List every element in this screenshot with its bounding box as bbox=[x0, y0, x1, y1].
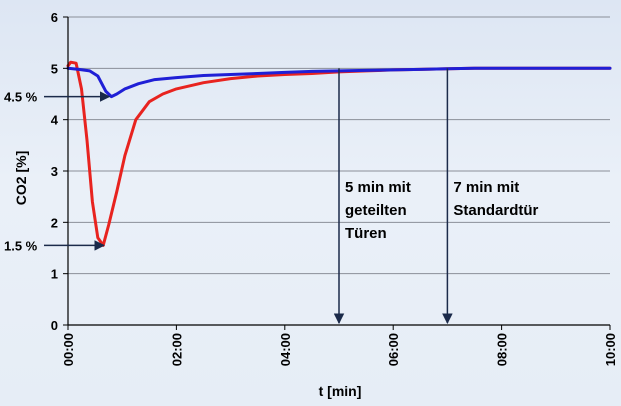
y-tick-label: 3 bbox=[51, 164, 58, 179]
x-axis-label: t [min] bbox=[319, 383, 362, 399]
y-tick-label: 5 bbox=[51, 61, 58, 76]
x-tick-label: 00:00 bbox=[61, 333, 76, 366]
x-tick-label: 06:00 bbox=[386, 333, 401, 366]
x-tick-label: 10:00 bbox=[603, 333, 618, 366]
y-tick-label: 4 bbox=[51, 113, 59, 128]
value-callout-label: 4.5 % bbox=[4, 90, 38, 105]
marker-annotation-line: 5 min mit bbox=[345, 179, 411, 196]
x-tick-label: 02:00 bbox=[169, 333, 184, 366]
axes: 0 1 2 3 4 5 6 00:00 02:00 04:00 06:00 08:00 10:00 bbox=[51, 10, 618, 366]
y-tick-label: 1 bbox=[51, 267, 58, 282]
x-tick-label: 04:00 bbox=[278, 333, 293, 366]
x-tick-label: 08:00 bbox=[495, 333, 510, 366]
marker-annotation-line: geteilten bbox=[345, 202, 407, 219]
y-tick-label: 2 bbox=[51, 215, 58, 230]
marker-annotation-line: Standardtür bbox=[453, 202, 538, 219]
y-tick-label: 6 bbox=[51, 10, 58, 25]
value-callouts: 4.5 % 1.5 % bbox=[4, 90, 111, 253]
marker-annotation-line: Türen bbox=[345, 225, 387, 242]
y-axis-label: CO2 [%] bbox=[13, 151, 29, 205]
y-tick-label: 0 bbox=[51, 318, 58, 333]
value-callout-label: 1.5 % bbox=[4, 238, 38, 253]
marker-annotations: 5 min mit geteilten Türen 7 min mit Standard… bbox=[333, 68, 539, 325]
marker-annotation-line: 7 min mit bbox=[453, 179, 519, 196]
